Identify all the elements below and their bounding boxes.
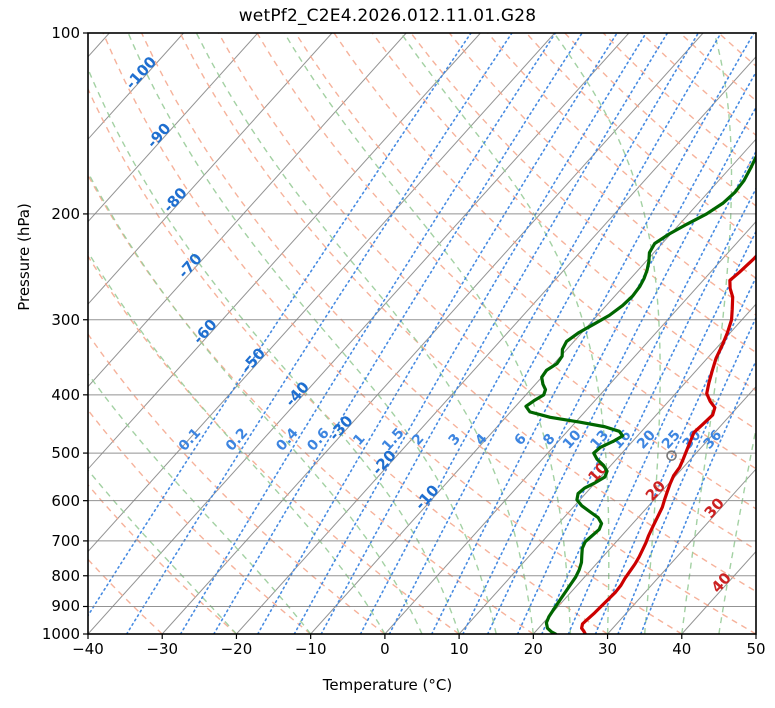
y-tick-label: 1000: [41, 625, 80, 643]
isotherm-line: [607, 468, 756, 634]
mixing-ratio-line: [516, 149, 756, 634]
x-tick-label: 10: [449, 640, 469, 658]
isotherm-line: [88, 33, 333, 305]
moist-adiabat-line: [681, 33, 733, 634]
mixing-ratio-line: [213, 33, 583, 634]
isotherm-line: [88, 33, 481, 470]
dewpoint-profile[interactable]: [524, 33, 775, 634]
isotherm-line: [88, 33, 259, 223]
moist-adiabat-line: [718, 425, 756, 634]
isotherm-line: [755, 633, 756, 634]
y-tick-label: 100: [51, 24, 80, 42]
isotherm-line: [88, 33, 407, 388]
y-tick-label: 600: [51, 491, 80, 510]
dry-adiabat-line: [294, 33, 756, 470]
x-tick-label: 20: [523, 640, 543, 658]
y-tick-labels: 100 200 300 400 500 600 700 800 900 1000: [0, 0, 80, 708]
mixing-ratio-line: [541, 186, 756, 634]
moist-adiabat-line: [755, 630, 756, 634]
plot-frame: [87, 32, 757, 635]
y-tick-label: 900: [51, 597, 80, 616]
y-tick-label: 500: [51, 444, 80, 463]
isotherm-line: [88, 33, 556, 553]
isotherm-line: [88, 33, 184, 140]
moist-adiabat-line: [88, 170, 423, 634]
y-tick-label: 800: [51, 566, 80, 585]
moist-adiabat-line: [88, 67, 460, 634]
mixing-ratio-line: [359, 33, 700, 634]
mixing-ratio-line: [179, 33, 557, 634]
moist-adiabat-line: [400, 33, 610, 634]
mixing-ratio-line: [88, 33, 472, 617]
y-tick-label: 200: [51, 204, 80, 223]
x-tick-label: 40: [672, 640, 692, 658]
dry-adiabat-line: [333, 33, 756, 431]
moist-adiabat-line: [88, 469, 237, 634]
y-tick-label: 400: [51, 385, 80, 404]
dry-adiabat-line: [179, 33, 756, 593]
temperature-profile[interactable]: [580, 33, 775, 634]
x-tick-label: −20: [220, 640, 253, 658]
mixing-ratio-line: [567, 229, 756, 634]
x-tick-label: −10: [294, 640, 327, 658]
moist-adiabat-line: [127, 33, 497, 634]
isotherm-line: [384, 220, 756, 634]
mixing-ratio-line: [293, 33, 647, 634]
x-tick-label: −30: [146, 640, 179, 658]
lcl-marker[interactable]: [666, 450, 677, 461]
x-tick-label: −40: [72, 640, 104, 658]
mixing-ratio-line: [486, 105, 756, 634]
isotherm-line: [236, 55, 756, 634]
x-tick-label: 50: [746, 640, 766, 658]
dry-adiabat-line: [88, 254, 460, 634]
isotherm-line: [532, 385, 756, 634]
isotherm-line: [310, 138, 756, 634]
mixing-ratio-line: [388, 33, 722, 634]
dry-adiabat-line: [217, 33, 756, 551]
moist-adiabat-line: [283, 33, 572, 634]
y-tick-label: 700: [51, 531, 80, 550]
chart-title: wetPf2_C2E4.2026.012.11.01.G28: [238, 6, 537, 26]
mixing-ratio-line: [320, 33, 669, 634]
dry-adiabat-line: [88, 332, 386, 634]
moist-adiabat-line: [553, 33, 661, 634]
dry-adiabat-line: [256, 33, 756, 510]
dry-adiabat-line: [88, 558, 163, 634]
y-tick-label: 300: [51, 310, 80, 329]
mixing-ratio-line: [257, 33, 618, 634]
mixing-ratio-line: [125, 33, 513, 634]
x-axis-label: Temperature (°C): [322, 676, 453, 694]
x-tick-label: 0: [380, 640, 390, 658]
mixing-ratio-line: [431, 33, 755, 634]
dry-adiabat-line: [140, 33, 756, 634]
dry-adiabat-line: [371, 33, 756, 392]
x-tick-label: 30: [598, 640, 618, 658]
dry-adiabat-line: [757, 33, 775, 634]
mixing-ratio-line: [640, 358, 756, 634]
moist-adiabat-line: [195, 33, 534, 634]
